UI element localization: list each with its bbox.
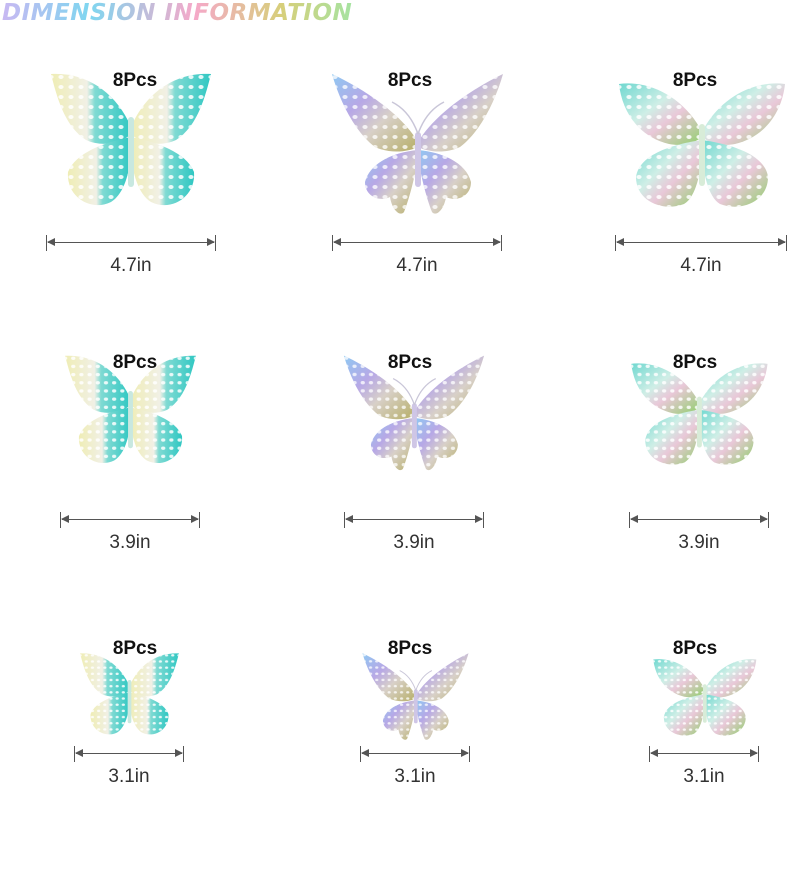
butterfly-card: 8Pcs 3.1in: [0, 638, 260, 888]
width-size-label: 4.7in: [396, 255, 438, 276]
quantity-label: 8Pcs: [672, 638, 718, 659]
width-size-label: 4.7in: [680, 255, 722, 276]
width-size-label: 3.9in: [109, 532, 151, 553]
butterfly-card: 8Pcs 4.7in: [280, 70, 540, 320]
width-size-label: 3.1in: [683, 766, 725, 787]
width-dimension-arrow: [360, 746, 470, 762]
quantity-label: 8Pcs: [112, 638, 158, 659]
quantity-label: 8Pcs: [387, 70, 433, 91]
quantity-label: 8Pcs: [672, 352, 718, 373]
butterfly-filigree-icon: [614, 72, 789, 222]
quantity-label: 8Pcs: [672, 70, 718, 91]
quantity-label: 8Pcs: [387, 352, 433, 373]
width-dimension-arrow: [629, 512, 769, 528]
butterfly-card: 8Pcs 3.9in: [565, 352, 800, 602]
butterfly-lace-icon: [77, 652, 182, 750]
quantity-label: 8Pcs: [387, 638, 433, 659]
page-title: DIMENSION INFORMATION: [2, 0, 353, 26]
quantity-label: 8Pcs: [112, 352, 158, 373]
width-dimension-arrow: [46, 235, 216, 251]
butterfly-swallowtail-icon: [342, 354, 486, 482]
butterfly-lace-icon: [46, 72, 216, 227]
butterfly-card: 8Pcs 4.7in: [0, 70, 260, 320]
butterfly-card: 8Pcs 3.9in: [0, 352, 260, 602]
width-dimension-arrow: [74, 746, 184, 762]
width-size-label: 3.9in: [678, 532, 720, 553]
butterfly-swallowtail-icon: [361, 652, 470, 750]
width-dimension-arrow: [60, 512, 200, 528]
width-size-label: 3.9in: [393, 532, 435, 553]
width-dimension-arrow: [344, 512, 484, 528]
width-size-label: 3.1in: [394, 766, 436, 787]
width-dimension-arrow: [649, 746, 759, 762]
butterfly-card: 8Pcs 3.1in: [565, 638, 800, 888]
width-dimension-arrow: [615, 235, 787, 251]
butterfly-lace-icon: [61, 354, 200, 482]
butterfly-swallowtail-icon: [330, 72, 505, 227]
butterfly-filigree-icon: [627, 354, 771, 478]
butterfly-card: 8Pcs 4.7in: [565, 70, 800, 320]
width-size-label: 4.7in: [110, 255, 152, 276]
width-dimension-arrow: [332, 235, 502, 251]
quantity-label: 8Pcs: [112, 70, 158, 91]
butterfly-card: 8Pcs 3.9in: [280, 352, 540, 602]
width-size-label: 3.1in: [108, 766, 150, 787]
butterfly-filigree-icon: [650, 652, 759, 747]
butterfly-card: 8Pcs 3.1in: [280, 638, 540, 888]
